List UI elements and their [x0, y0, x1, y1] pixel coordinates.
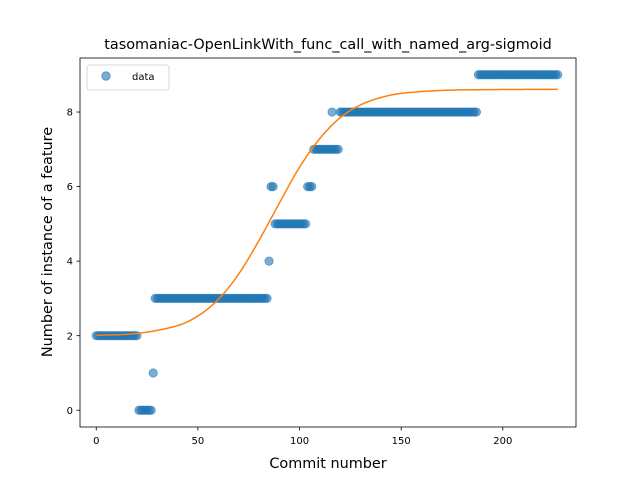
y-tick-label: 0 — [67, 406, 73, 417]
x-tick-label: 100 — [290, 436, 309, 447]
data-point — [148, 368, 158, 378]
plot-area: 0 50 100 150 200 0 2 4 6 8 — [67, 57, 577, 447]
data-point — [146, 405, 156, 415]
data-point — [268, 181, 278, 192]
data-point — [301, 219, 311, 229]
y-tick-label: 8 — [67, 108, 73, 119]
data-point — [262, 293, 272, 304]
data-point — [307, 181, 317, 192]
x-axis-label: Commit number — [269, 456, 386, 472]
y-tick-label: 4 — [67, 257, 73, 268]
data-point — [553, 70, 563, 80]
y-axis-label: Number of instance of a feature — [40, 127, 56, 357]
x-tick-label: 150 — [392, 436, 411, 447]
legend-marker — [101, 71, 111, 81]
x-tick-label: 200 — [493, 436, 512, 447]
data-point — [264, 256, 274, 266]
data-points — [91, 70, 563, 415]
data-point — [327, 107, 337, 117]
data-point — [333, 144, 343, 154]
fit-curve — [96, 88, 558, 337]
data-point — [471, 107, 481, 117]
legend: data — [86, 64, 170, 91]
y-tick-label: 2 — [67, 331, 73, 342]
chart-title: tasomaniac-OpenLinkWith_func_call_with_n… — [104, 37, 551, 53]
x-tick-label: 50 — [192, 436, 205, 447]
legend-frame — [86, 64, 170, 91]
x-tick-label: 0 — [93, 436, 99, 447]
legend-label: data — [132, 72, 155, 83]
axes-frame — [79, 57, 577, 428]
y-tick-label: 6 — [67, 182, 73, 193]
